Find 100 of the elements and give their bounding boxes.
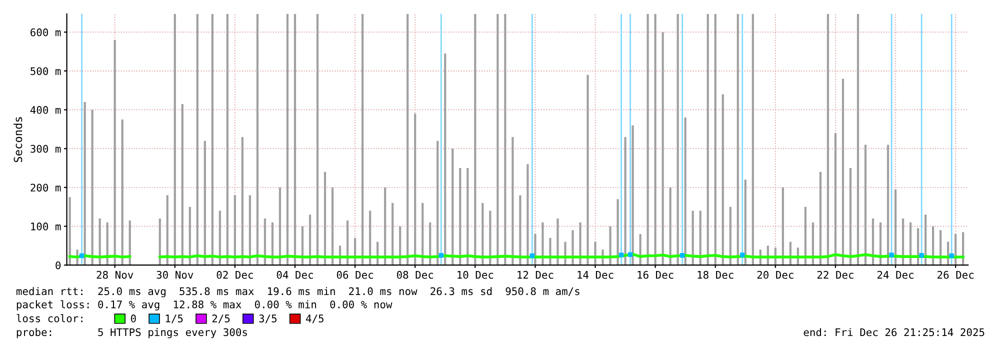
- legend-label: 3/5: [259, 314, 277, 324]
- text: packet loss: 0.17 % avg 12.88 % max 0.00 % min 0.00 % now: [16, 300, 392, 310]
- x-tick-label: 20 Dec: [757, 270, 794, 279]
- bar: [579, 222, 582, 266]
- bar: [496, 14, 499, 266]
- bar: [114, 40, 116, 266]
- y-tick-label: 600 m: [30, 28, 61, 36]
- bar: [736, 14, 739, 266]
- bar: [542, 222, 544, 266]
- bar: [722, 94, 724, 266]
- bar: [392, 202, 394, 266]
- y-tick-label: 0: [56, 261, 61, 270]
- x-tick-label: 26 Dec: [938, 270, 974, 279]
- bar: [534, 234, 536, 266]
- x-tick-label: 16 Dec: [638, 270, 674, 279]
- bar: [204, 140, 206, 266]
- bar: [826, 14, 830, 266]
- bar: [181, 104, 184, 266]
- bar: [669, 187, 672, 266]
- bar: [676, 14, 679, 266]
- bar: [556, 218, 559, 266]
- bar: [616, 199, 619, 266]
- bar: [331, 187, 334, 266]
- bar: [624, 136, 626, 266]
- bar: [121, 119, 124, 266]
- x-tick-label: 02 Dec: [216, 270, 253, 279]
- bar: [646, 14, 649, 266]
- bar: [526, 164, 529, 266]
- bar: [782, 187, 784, 266]
- bar: [482, 202, 484, 266]
- y-tick-label: 300 m: [30, 144, 61, 153]
- bar: [639, 234, 642, 266]
- text: probe: 5 HTTPS pings every 300s: [16, 328, 247, 338]
- x-tick-label: 12 Dec: [518, 270, 554, 279]
- bar: [166, 195, 168, 266]
- y-tick-label: 200 m: [30, 184, 61, 192]
- bar: [849, 168, 852, 266]
- bar: [706, 14, 709, 266]
- bar: [324, 172, 326, 266]
- bar: [834, 133, 837, 266]
- x-tick-label: 22 Dec: [817, 270, 854, 279]
- bar: [856, 14, 860, 266]
- bar: [609, 226, 612, 266]
- x-tick-label: 08 Dec: [396, 270, 434, 279]
- legend-label: 0: [130, 314, 136, 322]
- y-tick-label: 400 m: [30, 106, 61, 114]
- bar: [886, 144, 890, 266]
- bar: [316, 14, 319, 266]
- bar: [444, 53, 446, 266]
- bar: [414, 114, 416, 266]
- bar: [632, 125, 634, 266]
- bar: [752, 14, 754, 266]
- bar: [466, 168, 469, 266]
- bar: [864, 144, 867, 266]
- bar: [278, 187, 282, 266]
- bar: [196, 14, 198, 266]
- bar: [91, 110, 94, 266]
- bar: [436, 140, 439, 266]
- bar: [894, 189, 897, 266]
- bar: [744, 180, 746, 266]
- x-tick-label: 28 Nov: [96, 270, 134, 279]
- legend-label: 1/5: [166, 314, 183, 324]
- bar: [549, 238, 552, 266]
- bar: [286, 14, 289, 266]
- x-tick-label: 18 Dec: [698, 270, 734, 279]
- x-tick-label: 04 Dec: [276, 270, 313, 279]
- bar: [256, 14, 259, 266]
- text: end: Fri Dec 26 21:25:14 2025: [804, 328, 984, 336]
- legend-title: loss color:: [16, 314, 82, 322]
- bar: [241, 136, 244, 266]
- x-tick-label: 14 Dec: [578, 271, 614, 279]
- bar: [684, 118, 686, 266]
- text: median rtt: 25.0 ms avg 535.8 ms max 19.6 ms min 21.0 ms now 26.3 ms sd 950.8 m am/s: [16, 287, 580, 298]
- bar: [512, 136, 514, 266]
- y-axis-title: Seconds: [14, 117, 22, 162]
- x-tick-label: 24 Dec: [877, 270, 914, 279]
- x-tick-label: 30 Nov: [156, 270, 194, 279]
- bar: [422, 202, 424, 266]
- bar: [384, 187, 386, 266]
- bar: [84, 102, 86, 266]
- x-tick-label: 10 Dec: [458, 270, 494, 279]
- bar: [362, 14, 364, 266]
- bar: [226, 14, 228, 266]
- bar: [819, 172, 822, 266]
- y-tick-label: 500 m: [30, 67, 61, 76]
- bar: [504, 14, 506, 266]
- bar: [406, 14, 409, 266]
- bar: [572, 230, 574, 266]
- bar: [234, 195, 236, 266]
- bar: [211, 14, 214, 266]
- bar: [842, 78, 844, 266]
- bar: [519, 195, 522, 266]
- x-tick-label: 06 Dec: [336, 270, 373, 279]
- bar: [692, 210, 694, 266]
- bar: [452, 148, 454, 266]
- bar: [68, 197, 71, 266]
- bar: [459, 168, 462, 266]
- bar: [662, 32, 664, 266]
- bar: [586, 74, 589, 266]
- bar: [248, 195, 252, 266]
